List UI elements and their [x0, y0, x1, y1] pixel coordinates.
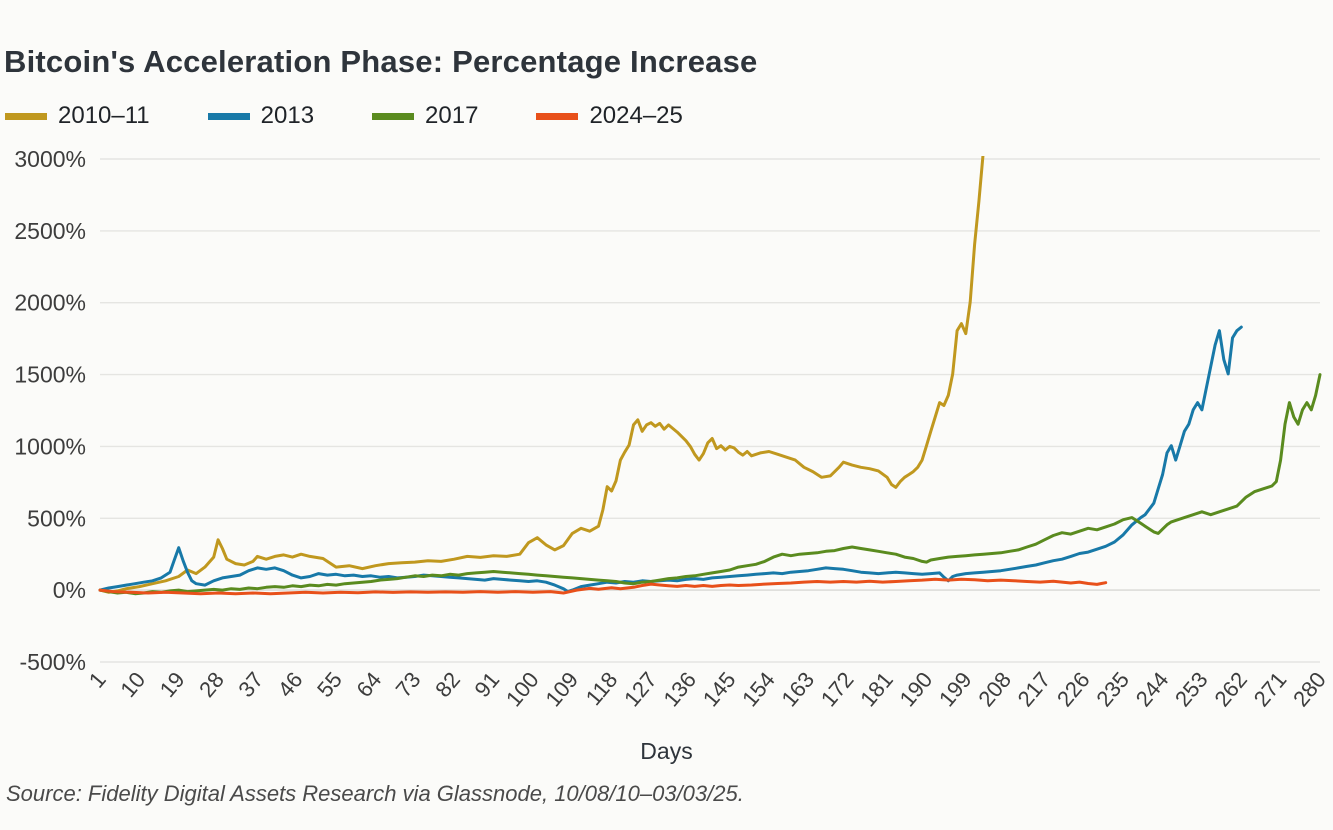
svg-text:64: 64 [351, 667, 386, 702]
svg-text:82: 82 [430, 667, 465, 702]
svg-text:244: 244 [1131, 667, 1174, 711]
svg-text:262: 262 [1209, 667, 1252, 711]
svg-text:118: 118 [581, 667, 623, 710]
gridlines [100, 158, 1320, 663]
svg-text:181: 181 [855, 667, 898, 711]
legend-swatch-2013 [207, 112, 250, 120]
svg-text:226: 226 [1052, 667, 1095, 711]
svg-text:163: 163 [776, 667, 819, 711]
svg-text:253: 253 [1170, 667, 1213, 711]
svg-text:190: 190 [895, 667, 938, 711]
legend-item-2024-25: 2024–25 [536, 102, 683, 130]
svg-text:271: 271 [1249, 667, 1292, 711]
svg-text:1: 1 [84, 667, 111, 692]
svg-text:37: 37 [233, 667, 268, 702]
svg-text:208: 208 [973, 667, 1016, 711]
legend-label-2010-11: 2010–11 [58, 102, 150, 129]
page-title: Bitcoin's Acceleration Phase: Percentage… [4, 44, 758, 79]
svg-text:3000%: 3000% [14, 146, 86, 172]
legend-label-2013: 2013 [260, 102, 315, 129]
line-chart: -500%0%500%1000%1500%2000%2500%3000% 1 10… [14, 146, 1331, 711]
svg-text:145: 145 [698, 667, 741, 711]
svg-text:172: 172 [816, 667, 859, 711]
svg-text:28: 28 [194, 667, 229, 702]
svg-text:46: 46 [273, 667, 308, 702]
legend-label-2024-25: 2024–25 [589, 102, 683, 129]
svg-text:19: 19 [155, 667, 190, 702]
legend-item-2017: 2017 [372, 102, 478, 130]
svg-text:1000%: 1000% [14, 433, 86, 459]
svg-text:280: 280 [1288, 667, 1331, 711]
svg-text:91: 91 [469, 667, 504, 702]
svg-text:199: 199 [934, 667, 977, 711]
svg-text:10: 10 [115, 667, 150, 702]
svg-text:100: 100 [501, 667, 544, 711]
legend-item-2010-11: 2010–11 [5, 102, 150, 130]
chart-series-lines [98, 156, 1322, 596]
svg-text:235: 235 [1091, 667, 1134, 711]
chart-legend: 2010–11 2013 2017 2024–25 [5, 100, 1333, 132]
x-axis-title: Days [640, 738, 693, 764]
legend-swatch-2010-11 [5, 112, 47, 120]
legend-swatch-2024-25 [536, 112, 579, 120]
svg-text:500%: 500% [27, 505, 86, 531]
svg-text:73: 73 [391, 667, 426, 702]
svg-text:2000%: 2000% [14, 290, 86, 316]
svg-text:-500%: -500% [20, 649, 86, 675]
legend-swatch-2017 [372, 112, 415, 120]
svg-text:127: 127 [619, 667, 662, 711]
svg-text:136: 136 [658, 667, 701, 711]
svg-text:109: 109 [540, 667, 583, 711]
svg-text:55: 55 [312, 667, 347, 702]
y-axis-tick-labels: -500% 0% 500% 1000% 1500% 2000% 2500% 3000% [14, 146, 86, 675]
svg-text:2500%: 2500% [14, 218, 86, 244]
svg-text:1500%: 1500% [14, 362, 86, 388]
svg-text:154: 154 [737, 667, 780, 711]
source-note: Source: Fidelity Digital Assets Research… [6, 781, 744, 806]
legend-item-2013: 2013 [207, 102, 315, 130]
svg-text:0%: 0% [53, 577, 86, 603]
x-axis-tick-labels: 1 10 19 28 37 46 55 64 73 82 911001091181271361451… [84, 667, 1331, 711]
legend-label-2017: 2017 [425, 102, 479, 129]
svg-text:217: 217 [1013, 667, 1056, 711]
